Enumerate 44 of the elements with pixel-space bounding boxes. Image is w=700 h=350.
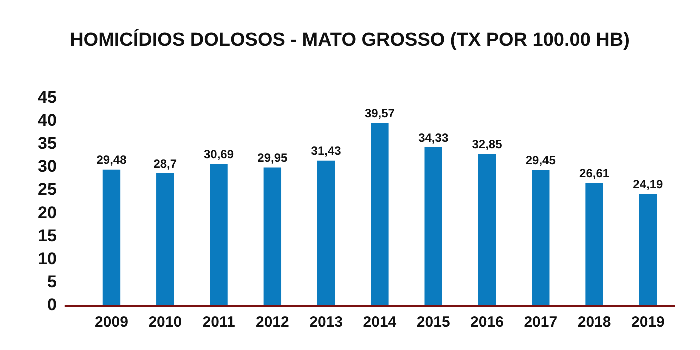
data-label: 29,45 xyxy=(526,153,556,168)
data-label: 34,33 xyxy=(418,130,449,145)
x-tick-label: 2015 xyxy=(416,314,450,332)
data-label: 29,48 xyxy=(96,153,128,168)
y-tick-label: 35 xyxy=(38,134,57,154)
data-label: 30,69 xyxy=(204,148,234,162)
data-label: 39,57 xyxy=(364,106,396,121)
x-tick-label: 2013 xyxy=(310,314,343,332)
bar xyxy=(586,183,604,306)
y-tick-label: 10 xyxy=(38,250,57,269)
bar xyxy=(639,194,658,306)
y-tick-label: 40 xyxy=(38,110,57,130)
y-tick-label: 5 xyxy=(47,272,57,292)
y-tick-label: 20 xyxy=(38,203,57,222)
bar xyxy=(156,173,174,306)
bar xyxy=(210,164,228,306)
y-tick-label: 0 xyxy=(47,296,57,315)
x-tick-label: 2012 xyxy=(256,314,290,332)
bar xyxy=(371,123,389,306)
data-label: 24,19 xyxy=(633,178,664,192)
x-tick-label: 2009 xyxy=(95,314,128,332)
bar xyxy=(532,170,550,306)
data-label: 26,61 xyxy=(580,166,610,180)
data-label: 32,85 xyxy=(472,138,503,152)
x-tick-label: 2019 xyxy=(631,314,665,332)
y-tick-label: 30 xyxy=(38,157,57,176)
chart-title: HOMICÍDIOS DOLOSOS - MATO GROSSO (TX POR 100.00 HB) xyxy=(69,30,631,52)
x-tick-label: 2014 xyxy=(363,314,398,332)
x-tick-label: 2017 xyxy=(524,314,558,332)
x-tick-label: 2018 xyxy=(578,314,612,332)
x-tick-label: 2016 xyxy=(470,314,504,332)
x-tick-label: 2010 xyxy=(148,314,182,332)
bar xyxy=(102,170,121,306)
y-tick-label: 15 xyxy=(38,226,57,246)
data-label: 28,7 xyxy=(154,156,178,171)
bar xyxy=(424,147,442,306)
bar xyxy=(317,160,336,306)
bar xyxy=(478,154,496,306)
y-tick-label: 45 xyxy=(38,88,57,107)
data-label: 31,43 xyxy=(311,144,342,158)
bar xyxy=(264,168,282,306)
y-tick-label: 25 xyxy=(38,180,57,200)
data-label: 29,95 xyxy=(258,151,288,166)
x-tick-label: 2011 xyxy=(202,314,236,332)
